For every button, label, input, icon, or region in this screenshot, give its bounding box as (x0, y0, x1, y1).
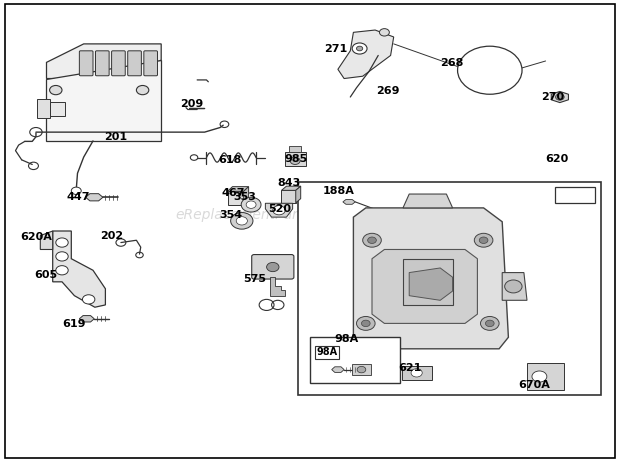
FancyBboxPatch shape (95, 51, 109, 76)
Polygon shape (372, 249, 477, 323)
Polygon shape (228, 191, 244, 205)
Bar (310, 337, 400, 383)
Circle shape (71, 187, 81, 195)
Text: 98A: 98A (335, 334, 359, 344)
FancyBboxPatch shape (128, 51, 141, 76)
Polygon shape (281, 186, 301, 190)
Text: 605: 605 (34, 269, 57, 280)
Circle shape (82, 295, 95, 304)
Text: 270: 270 (541, 91, 564, 102)
Circle shape (56, 238, 68, 247)
Polygon shape (46, 44, 161, 79)
Text: 447: 447 (66, 192, 90, 202)
Polygon shape (409, 268, 453, 300)
Circle shape (556, 94, 564, 100)
Polygon shape (86, 194, 103, 201)
Circle shape (50, 85, 62, 95)
Circle shape (357, 366, 366, 373)
FancyBboxPatch shape (252, 255, 294, 279)
Circle shape (290, 157, 300, 164)
Text: 670A: 670A (518, 380, 550, 390)
Polygon shape (79, 316, 94, 322)
Polygon shape (332, 367, 344, 372)
Circle shape (505, 280, 522, 293)
Polygon shape (502, 273, 527, 300)
Circle shape (356, 46, 363, 51)
Circle shape (479, 237, 488, 243)
Text: 98A: 98A (317, 347, 338, 357)
Polygon shape (53, 231, 105, 307)
Text: 843: 843 (277, 177, 300, 188)
Text: 271: 271 (324, 44, 347, 54)
Polygon shape (270, 277, 285, 296)
Text: 353: 353 (233, 192, 256, 202)
Text: 621: 621 (399, 363, 422, 373)
Circle shape (361, 320, 370, 327)
Polygon shape (353, 208, 508, 349)
Text: 202: 202 (100, 231, 123, 241)
Circle shape (480, 316, 499, 330)
Polygon shape (281, 190, 296, 203)
Circle shape (56, 266, 68, 275)
Polygon shape (343, 200, 355, 204)
Polygon shape (403, 259, 453, 305)
Polygon shape (228, 187, 249, 191)
Polygon shape (296, 186, 301, 203)
Circle shape (136, 85, 149, 95)
Text: 201: 201 (104, 132, 127, 142)
Text: 618: 618 (218, 155, 242, 165)
Text: 467: 467 (222, 188, 246, 198)
Circle shape (273, 206, 285, 215)
Polygon shape (338, 30, 394, 79)
Text: 575: 575 (244, 274, 267, 284)
Circle shape (56, 252, 68, 261)
Polygon shape (403, 194, 453, 208)
Polygon shape (265, 203, 293, 217)
FancyBboxPatch shape (144, 51, 157, 76)
Polygon shape (37, 99, 50, 118)
Circle shape (241, 197, 261, 212)
Text: 619: 619 (62, 319, 86, 329)
Circle shape (485, 320, 494, 327)
Polygon shape (551, 91, 569, 103)
Circle shape (379, 29, 389, 36)
Bar (352, 364, 371, 375)
FancyBboxPatch shape (112, 51, 125, 76)
Text: 985: 985 (284, 154, 308, 164)
FancyBboxPatch shape (79, 51, 93, 76)
Text: 620A: 620A (20, 231, 51, 242)
Bar (298, 182, 601, 395)
Circle shape (411, 369, 422, 377)
Circle shape (532, 371, 547, 382)
Bar (555, 187, 595, 203)
Circle shape (246, 201, 256, 208)
Text: 354: 354 (219, 210, 242, 220)
Bar (285, 152, 306, 166)
Text: eReplacementParts.com: eReplacementParts.com (175, 208, 345, 222)
Text: 209: 209 (180, 98, 203, 109)
Text: 620: 620 (546, 154, 569, 164)
Text: 188A: 188A (323, 186, 355, 196)
Text: 520: 520 (268, 204, 291, 214)
Circle shape (267, 262, 279, 272)
Polygon shape (46, 60, 161, 141)
Text: 268: 268 (440, 58, 464, 68)
Polygon shape (527, 363, 564, 390)
Bar (402, 366, 432, 380)
Circle shape (352, 43, 367, 54)
Circle shape (356, 316, 375, 330)
Circle shape (474, 233, 493, 247)
Circle shape (236, 217, 247, 225)
Polygon shape (50, 102, 65, 116)
Bar (289, 146, 301, 152)
Circle shape (368, 237, 376, 243)
Circle shape (363, 233, 381, 247)
Circle shape (231, 213, 253, 229)
Polygon shape (244, 187, 249, 205)
Polygon shape (40, 231, 53, 249)
Text: 269: 269 (376, 85, 400, 96)
